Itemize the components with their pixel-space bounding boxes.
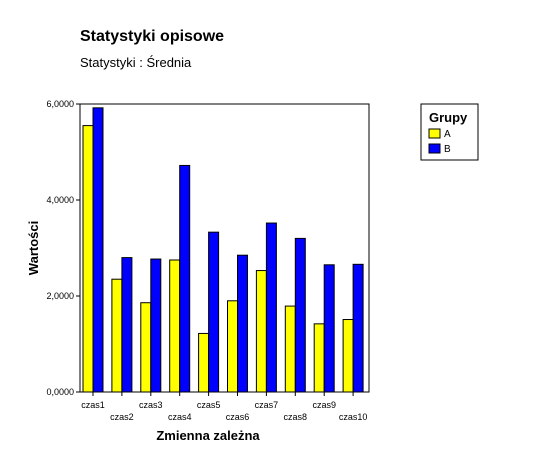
x-tick-label: czas8	[284, 412, 308, 422]
legend-label-b: B	[444, 144, 451, 155]
y-tick-label: 6,0000	[46, 99, 74, 109]
y-tick-label: 2,0000	[46, 291, 74, 301]
x-tick-label: czas10	[339, 412, 368, 422]
bar-b-czas2	[121, 257, 133, 393]
legend-swatch-a	[428, 128, 441, 139]
legend-title: Grupy	[429, 110, 468, 125]
bar-a-czas9	[313, 323, 325, 393]
bar-b-czas8	[294, 237, 306, 393]
bar-b-czas4	[179, 164, 191, 393]
legend-label-a: A	[444, 129, 451, 140]
x-tick-label: czas6	[226, 412, 250, 422]
y-tick-label: 4,0000	[46, 195, 74, 205]
x-tick-label: czas7	[255, 400, 279, 410]
bar-a-czas1	[82, 125, 94, 393]
bar-b-czas3	[150, 258, 162, 393]
bar-b-czas5	[208, 231, 220, 393]
bar-a-czas6	[227, 300, 238, 393]
bar-a-czas4	[169, 259, 181, 393]
bar-b-czas6	[237, 254, 248, 393]
x-tick-label: czas4	[168, 412, 192, 422]
x-tick-label: czas3	[139, 400, 163, 410]
y-tick-label: 0,0000	[46, 387, 74, 397]
chart-subtitle: Statystyki : Średnia	[80, 55, 192, 70]
x-tick-label: czas2	[110, 412, 134, 422]
bar-a-czas2	[111, 278, 123, 393]
plot-area: 0,0000 2,0000 4,0000 6,0000 czas1 czas2 czas3 c…	[46, 99, 370, 422]
chart-title: Statystyki opisowe	[80, 28, 224, 45]
y-axis-label: Wartości	[26, 221, 41, 275]
x-tick-label: czas1	[81, 400, 105, 410]
legend-swatch-b	[428, 143, 441, 154]
bar-a-czas7	[255, 270, 267, 393]
bar-a-czas5	[198, 332, 210, 393]
bar-b-czas9	[323, 264, 335, 393]
x-tick-label: czas5	[197, 400, 221, 410]
bar-b-czas7	[265, 222, 277, 393]
bar-b-czas1	[92, 107, 104, 393]
x-axis-label: Zmienna zależna	[156, 428, 260, 443]
x-tick-label: czas9	[312, 400, 336, 410]
bar-a-czas8	[284, 305, 296, 393]
bar-a-czas10	[342, 319, 354, 393]
legend: Grupy A B	[420, 103, 479, 161]
bar-b-czas10	[352, 263, 364, 393]
bar-a-czas3	[140, 302, 152, 393]
